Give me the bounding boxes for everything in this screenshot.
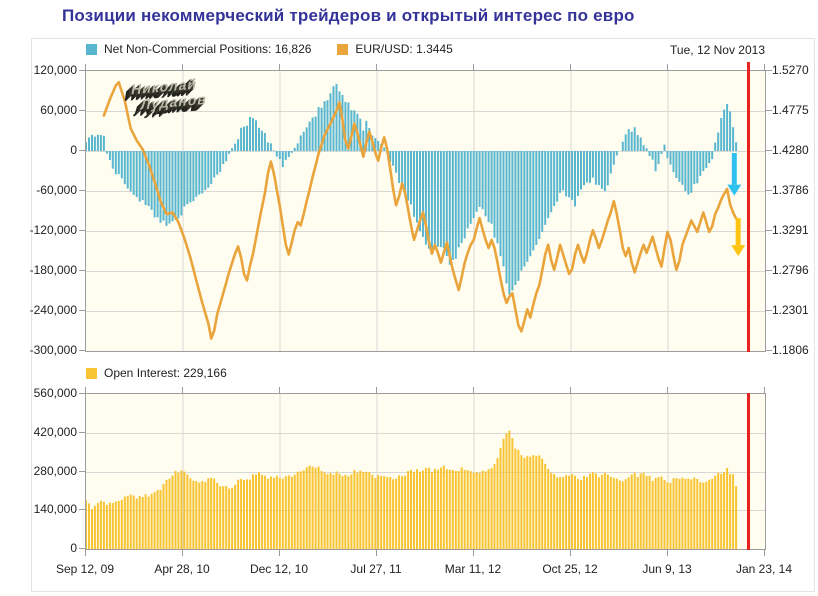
x-axis-tick-label: Dec 12, 10 — [249, 562, 309, 576]
y-axis-tick — [766, 70, 772, 71]
y-axis-tick — [79, 431, 85, 433]
eurusd-legend-item: EUR/USD: 1.3445 — [337, 42, 453, 56]
y-axis-tick — [766, 270, 772, 271]
net-positions-legend-swatch-icon — [86, 43, 97, 55]
y-axis-tick — [766, 190, 772, 191]
x-gridline-tick — [279, 387, 280, 393]
y-axis-tick-label: 280,000 — [33, 463, 77, 478]
net-non-commercial-positions-bars — [86, 83, 738, 295]
y-axis-tick-label: 1.3786 — [772, 183, 809, 197]
open-interest-legend-label: Open Interest: 229,166 — [104, 366, 227, 380]
x-gridline-tick — [85, 387, 86, 393]
y-axis-tick — [79, 70, 85, 71]
y-axis-tick — [766, 310, 772, 311]
eurusd-line — [102, 81, 738, 340]
x-gridline-tick — [764, 64, 765, 70]
x-gridline-tick — [279, 64, 280, 70]
x-gridline-tick — [570, 64, 571, 70]
x-axis-tick-label: Jun 9, 13 — [642, 562, 692, 576]
x-axis-tick-label: Oct 25, 12 — [542, 562, 598, 576]
y-axis-tick-label: 0 — [70, 143, 77, 157]
y-axis-tick-label: 140,000 — [33, 502, 77, 517]
y-axis-tick — [79, 190, 85, 191]
net-positions-legend-label: Net Non-Commercial Positions: 16,826 — [104, 42, 312, 56]
bottom-chart-legend: Open Interest: 229,166 — [86, 366, 227, 380]
y-axis-tick — [79, 310, 85, 311]
y-axis-tick-label: 560,000 — [33, 386, 77, 400]
y-axis-tick — [79, 110, 85, 111]
x-gridline-tick — [764, 387, 765, 393]
y-axis-tick — [79, 230, 85, 231]
y-axis-tick — [79, 509, 85, 511]
y-axis-tick — [766, 150, 772, 151]
y-axis-tick-label: 1.4775 — [772, 103, 809, 117]
net-positions-legend-item: Net Non-Commercial Positions: 16,826 — [86, 42, 311, 56]
x-gridline-tick — [376, 64, 377, 70]
x-axis-tick-label: Sep 12, 09 — [55, 562, 115, 576]
x-axis-tick — [667, 550, 668, 556]
x-axis-tick-label: Apr 28, 10 — [154, 562, 210, 576]
y-axis-tick — [79, 150, 85, 151]
report-date-marker-line — [747, 393, 751, 550]
open-interest-bars — [86, 430, 738, 549]
current-date-label: Tue, 12 Nov 2013 — [670, 43, 765, 57]
y-axis-tick-label: 420,000 — [33, 424, 77, 439]
y-axis-tick — [79, 350, 85, 351]
x-axis-tick — [764, 550, 765, 556]
y-axis-tick-label: 0 — [70, 541, 77, 555]
report-date-marker-line — [747, 62, 751, 352]
x-gridline-tick — [667, 64, 668, 70]
x-axis-tick-label: Mar 11, 12 — [444, 562, 502, 576]
y-axis-tick-label: 120,000 — [33, 63, 77, 77]
x-gridline-tick — [473, 387, 474, 393]
price-drop-arrow-icon — [731, 218, 746, 257]
chart-frame — [31, 38, 815, 592]
open-interest-plot — [85, 393, 766, 550]
y-axis-tick — [79, 270, 85, 271]
y-axis-tick-label: 1.3291 — [772, 223, 809, 237]
x-axis-tick — [473, 550, 474, 556]
x-gridline-tick — [182, 64, 183, 70]
eurusd-legend-label: EUR/USD: 1.3445 — [355, 42, 453, 56]
y-axis-tick-label: 1.5270 — [772, 63, 809, 77]
x-gridline-tick — [182, 387, 183, 393]
y-axis-tick — [766, 230, 772, 231]
x-axis-tick — [570, 550, 571, 556]
x-axis-tick — [376, 550, 377, 556]
y-axis-tick-label: -120,000 — [29, 223, 77, 237]
x-gridline-tick — [473, 64, 474, 70]
y-axis-tick — [79, 548, 85, 549]
y-axis-tick-label: -60,000 — [36, 183, 77, 197]
y-axis-tick-label: 1.2301 — [772, 303, 809, 317]
y-axis-tick-label: 60,000 — [40, 103, 77, 117]
top-chart-legend: Net Non-Commercial Positions: 16,826 EUR… — [86, 42, 453, 56]
y-axis-tick — [79, 393, 85, 394]
y-axis-tick-label: -300,000 — [29, 343, 77, 357]
x-gridline-tick — [667, 387, 668, 393]
x-axis-tick-label: Jan 23, 14 — [735, 562, 793, 576]
page-title: Позиции некоммерческий трейдеров и откры… — [62, 6, 635, 25]
eurusd-legend-swatch-icon — [337, 43, 349, 55]
x-gridline-tick — [85, 64, 86, 70]
y-axis-tick-label: -180,000 — [29, 263, 77, 277]
y-axis-tick-label: 1.4280 — [772, 143, 809, 157]
x-gridline-tick — [376, 387, 377, 393]
y-axis-tick-label: 1.1806 — [772, 343, 809, 357]
net-positions-plot — [85, 70, 766, 352]
x-axis-tick — [182, 550, 183, 556]
y-axis-tick-label: -240,000 — [29, 303, 77, 317]
x-axis-tick — [85, 550, 86, 556]
net-drop-arrow-icon — [727, 153, 742, 196]
x-axis-tick — [279, 550, 280, 556]
y-axis-tick-label: 1.2796 — [772, 263, 809, 277]
open-interest-legend-swatch-icon — [86, 367, 97, 379]
open-interest-legend-item: Open Interest: 229,166 — [86, 366, 227, 380]
y-axis-tick — [766, 110, 772, 111]
x-gridline-tick — [570, 387, 571, 393]
y-axis-tick — [79, 470, 85, 472]
y-axis-tick — [766, 350, 772, 351]
x-axis-tick-label: Jul 27, 11 — [350, 562, 402, 576]
